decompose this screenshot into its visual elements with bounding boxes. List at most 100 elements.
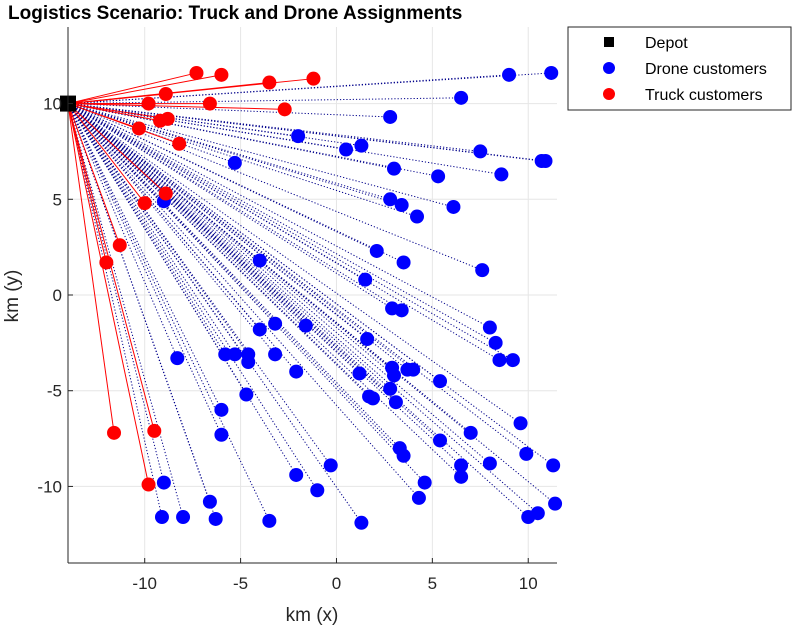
x-tick-label: 5 [428, 574, 437, 593]
drone-customer-point [387, 161, 401, 176]
drone-customer-point [394, 198, 409, 213]
drone-customer-point [156, 475, 171, 490]
drone-route-line [67, 103, 454, 208]
drone-route-line [67, 103, 402, 206]
drone-customer-point [154, 510, 169, 525]
drone-customer-point [433, 374, 448, 389]
drone-route-line [67, 103, 391, 390]
truck-route-line [67, 103, 167, 194]
drone-route-line [67, 103, 395, 376]
drone-customer-point [521, 510, 536, 525]
drone-route-line [67, 103, 297, 372]
drone-customer-point [482, 320, 497, 335]
drone-customer-point [360, 332, 375, 347]
drone-customer-point [475, 263, 490, 278]
drone-customer-point [291, 129, 306, 144]
drone-route-line [67, 103, 236, 355]
drone-route-line [67, 103, 481, 152]
truck-customer-point [99, 255, 114, 270]
truck-customer-point [141, 477, 156, 492]
truck-customer-point [158, 87, 173, 101]
drone-customer-point [227, 347, 242, 362]
drone-customer-point [546, 458, 561, 473]
truck-route-line [67, 103, 168, 120]
drone-route-line [67, 103, 500, 361]
truck-customer-point [158, 186, 173, 201]
x-axis-label: km (x) [286, 605, 339, 626]
drone-customer-point [387, 368, 401, 383]
drone-route-line [67, 103, 163, 518]
drone-route-line [67, 103, 539, 514]
drone-route-line [67, 103, 377, 252]
drone-customer-point [492, 353, 507, 368]
truck-customer-point [277, 102, 292, 117]
x-tick-label: -5 [233, 574, 248, 593]
y-tick-label: 0 [53, 286, 62, 305]
x-tick-label: 0 [332, 574, 341, 593]
y-tick-label: 5 [53, 190, 62, 209]
drone-customer-point [268, 316, 283, 331]
x-ticks: -10 -5 0 5 10 [132, 558, 538, 593]
drone-route-line [67, 103, 521, 424]
drone-customer-point [214, 402, 229, 417]
truck-route-line [67, 103, 107, 263]
drone-route-line [67, 103, 404, 263]
drone-customer-point [433, 433, 448, 448]
drone-route-line [67, 103, 502, 175]
y-tick-label: 10 [43, 95, 62, 114]
drone-customer-point [513, 416, 528, 431]
drone-customer-point [538, 154, 553, 168]
drone-route-line [67, 103, 362, 147]
drone-route-line [67, 103, 165, 483]
drone-customer-point [369, 243, 384, 258]
drone-route-line [67, 103, 408, 371]
drone-customer-point [352, 366, 367, 381]
drone-route-line [67, 103, 374, 399]
legend: Depot Drone customers Truck customers [567, 26, 792, 111]
truck-customer-point [141, 96, 156, 111]
y-axis-label: km (y) [2, 270, 23, 323]
truck-route-line [67, 103, 180, 145]
route-lines [67, 72, 556, 524]
drone-route-line [67, 103, 426, 483]
drone-customer-point [176, 510, 191, 525]
drone-route-line [67, 103, 178, 359]
legend-depot-label: Depot [645, 35, 688, 52]
drone-route-line [67, 103, 402, 311]
drone-customer-point [323, 458, 338, 473]
drone-customer-point [298, 318, 313, 333]
drone-route-line [67, 103, 439, 177]
drone-route-line [67, 103, 404, 457]
drone-customer-point [262, 513, 277, 528]
drone-customer-point [252, 322, 267, 337]
drone-customer-point [519, 446, 534, 461]
drone-customer-point [396, 255, 411, 270]
chart-title: Logistics Scenario: Truck and Drone Assi… [8, 3, 462, 24]
truck-route-line [67, 103, 146, 204]
legend-truck-label: Truck customers [645, 87, 763, 104]
drone-customer-point [505, 353, 520, 368]
drone-customer-point [473, 144, 488, 159]
drone-customer-point [289, 467, 304, 482]
truck-customer-point [107, 425, 122, 440]
drone-customer-point [383, 381, 398, 396]
drone-customer-point [488, 335, 503, 350]
truck-customer-point [137, 196, 152, 211]
drone-customer-point [394, 303, 409, 318]
drone-customer-point [241, 355, 256, 369]
legend-depot-marker [604, 37, 614, 47]
truck-customer-point [147, 423, 162, 438]
drone-route-line [67, 103, 546, 162]
truck-customer-point [189, 65, 204, 80]
drone-route-line [67, 103, 222, 435]
drone-customer-point [482, 456, 497, 471]
truck-route-line [67, 93, 166, 105]
drone-customer-point [227, 155, 242, 170]
drone-route-line [67, 103, 226, 355]
drone-customer-point [365, 391, 380, 406]
drone-customer-point [208, 511, 223, 526]
drone-customer-point [339, 142, 354, 157]
truck-route-line [67, 103, 150, 485]
truck-customer-point [214, 67, 229, 82]
drone-customer-point [383, 109, 398, 124]
